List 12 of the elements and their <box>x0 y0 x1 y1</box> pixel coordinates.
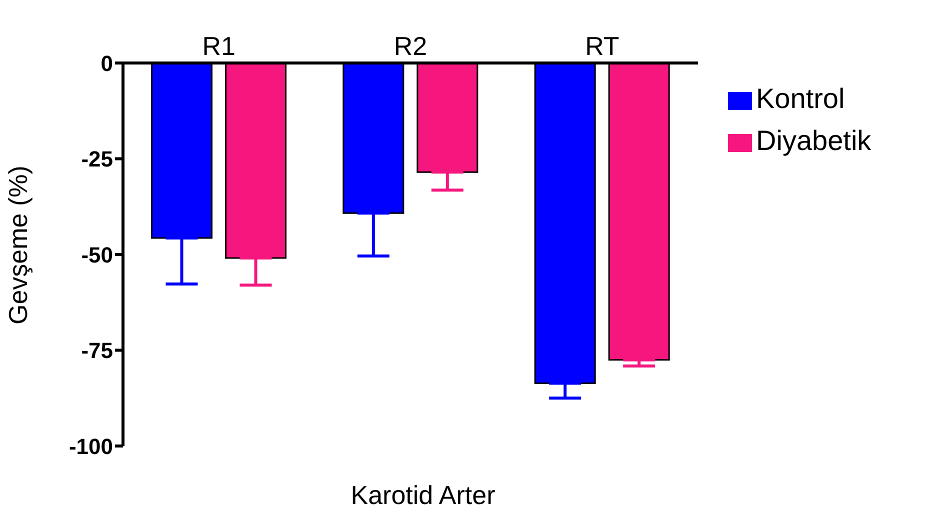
x-axis-title: Karotid Arter <box>350 480 496 511</box>
y-tick-label: 0 <box>100 50 113 76</box>
x-tick-label: RT <box>585 31 620 61</box>
legend-label: Kontrol <box>756 83 845 114</box>
x-tick-label: R2 <box>394 31 428 61</box>
y-tick-label: -75 <box>81 338 113 364</box>
y-tick-label: -50 <box>81 242 113 268</box>
y-tick-label: -25 <box>81 146 113 172</box>
legend-label: Diyabetik <box>756 125 872 156</box>
y-tick-label: -100 <box>68 434 113 459</box>
y-axis-title: Gevşeme (%) <box>3 166 34 324</box>
x-tick-label: R1 <box>202 31 236 61</box>
